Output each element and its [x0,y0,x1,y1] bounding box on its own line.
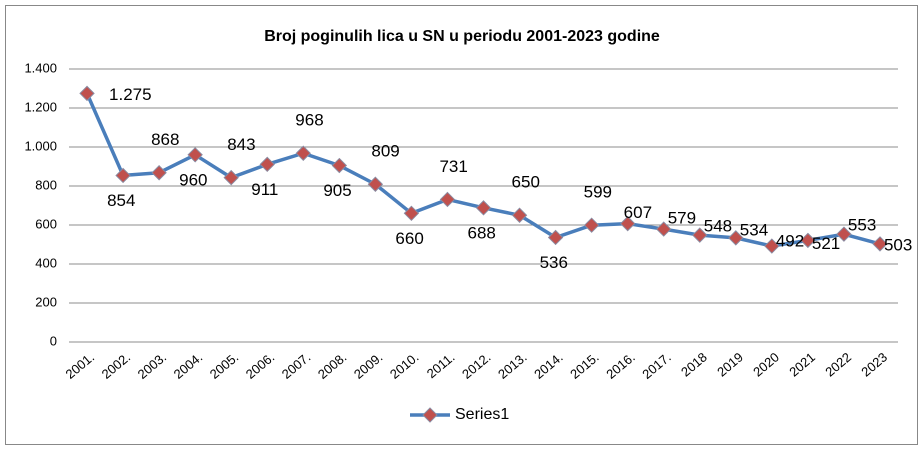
data-label: 660 [395,229,423,248]
data-point [475,200,492,216]
data-label: 911 [251,180,278,199]
data-point [187,147,203,163]
data-point [836,226,852,242]
data-point [872,236,888,252]
data-label: 809 [371,142,399,161]
data-label: 548 [704,217,732,236]
data-label: 599 [584,183,612,202]
data-label: 731 [439,157,467,176]
data-point [692,227,708,243]
data-label: 905 [323,181,351,200]
y-tick-label: 400 [35,255,57,270]
data-point [79,85,95,102]
data-label: 534 [740,220,768,239]
data-label: 968 [295,111,323,130]
data-label: 688 [468,223,496,242]
y-tick-label: 600 [35,216,57,231]
data-point [151,165,167,181]
data-point [115,167,131,184]
data-point [764,238,780,254]
data-point [800,232,816,249]
data-point [295,145,311,161]
data-point [619,215,636,232]
data-point [656,221,672,237]
data-label: 492 [776,232,804,251]
y-tick-label: 1.200 [24,99,57,114]
data-label: 553 [848,216,876,235]
data-label: 536 [540,253,568,272]
data-point [331,157,348,174]
data-label: 607 [624,203,652,222]
data-label: 1.275 [109,85,152,104]
y-tick-label: 800 [35,177,57,192]
y-tick-label: 1.400 [24,60,57,75]
y-tick-label: 200 [35,294,57,309]
legend-marker [422,407,438,423]
data-label: 854 [107,191,135,210]
y-tick-label: 0 [50,333,57,348]
data-point [403,205,420,222]
data-label: 843 [227,135,255,154]
data-label: 521 [812,234,840,253]
data-point [223,169,239,186]
data-point [511,207,528,223]
data-label: 650 [512,173,540,192]
data-point [259,156,275,173]
y-tick-label: 1.000 [24,138,57,153]
data-label: 868 [151,130,179,149]
data-point [728,230,744,246]
data-label: 960 [179,170,207,189]
data-point [367,176,384,192]
data-label: 579 [668,209,696,228]
chart-title: Broj poginulih lica u SN u periodu 2001-… [264,28,660,45]
data-point [547,229,564,246]
legend-label: Series1 [455,406,509,423]
data-label: 503 [884,235,912,254]
data-point [439,191,456,208]
data-point [583,217,600,233]
